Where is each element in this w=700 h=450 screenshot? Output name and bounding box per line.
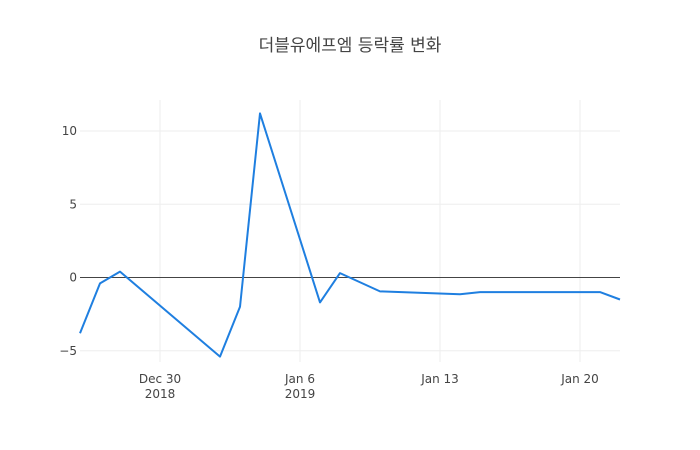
x-tick-year-label: 2019 <box>285 387 316 401</box>
x-tick-year-label: 2018 <box>145 387 176 401</box>
x-tick-label: Jan 13 <box>420 372 459 386</box>
chart-title: 더블유에프엠 등락률 변화 <box>258 36 442 56</box>
y-tick-label: 5 <box>69 197 77 211</box>
y-tick-label: 0 <box>69 271 77 285</box>
y-tick-label: −5 <box>59 344 77 358</box>
x-tick-label: Jan 20 <box>560 372 599 386</box>
x-tick-label: Dec 30 <box>139 372 181 386</box>
series-line <box>79 112 621 358</box>
x-tick-label: Jan 6 <box>284 372 315 386</box>
y-tick-label: 10 <box>62 124 77 138</box>
